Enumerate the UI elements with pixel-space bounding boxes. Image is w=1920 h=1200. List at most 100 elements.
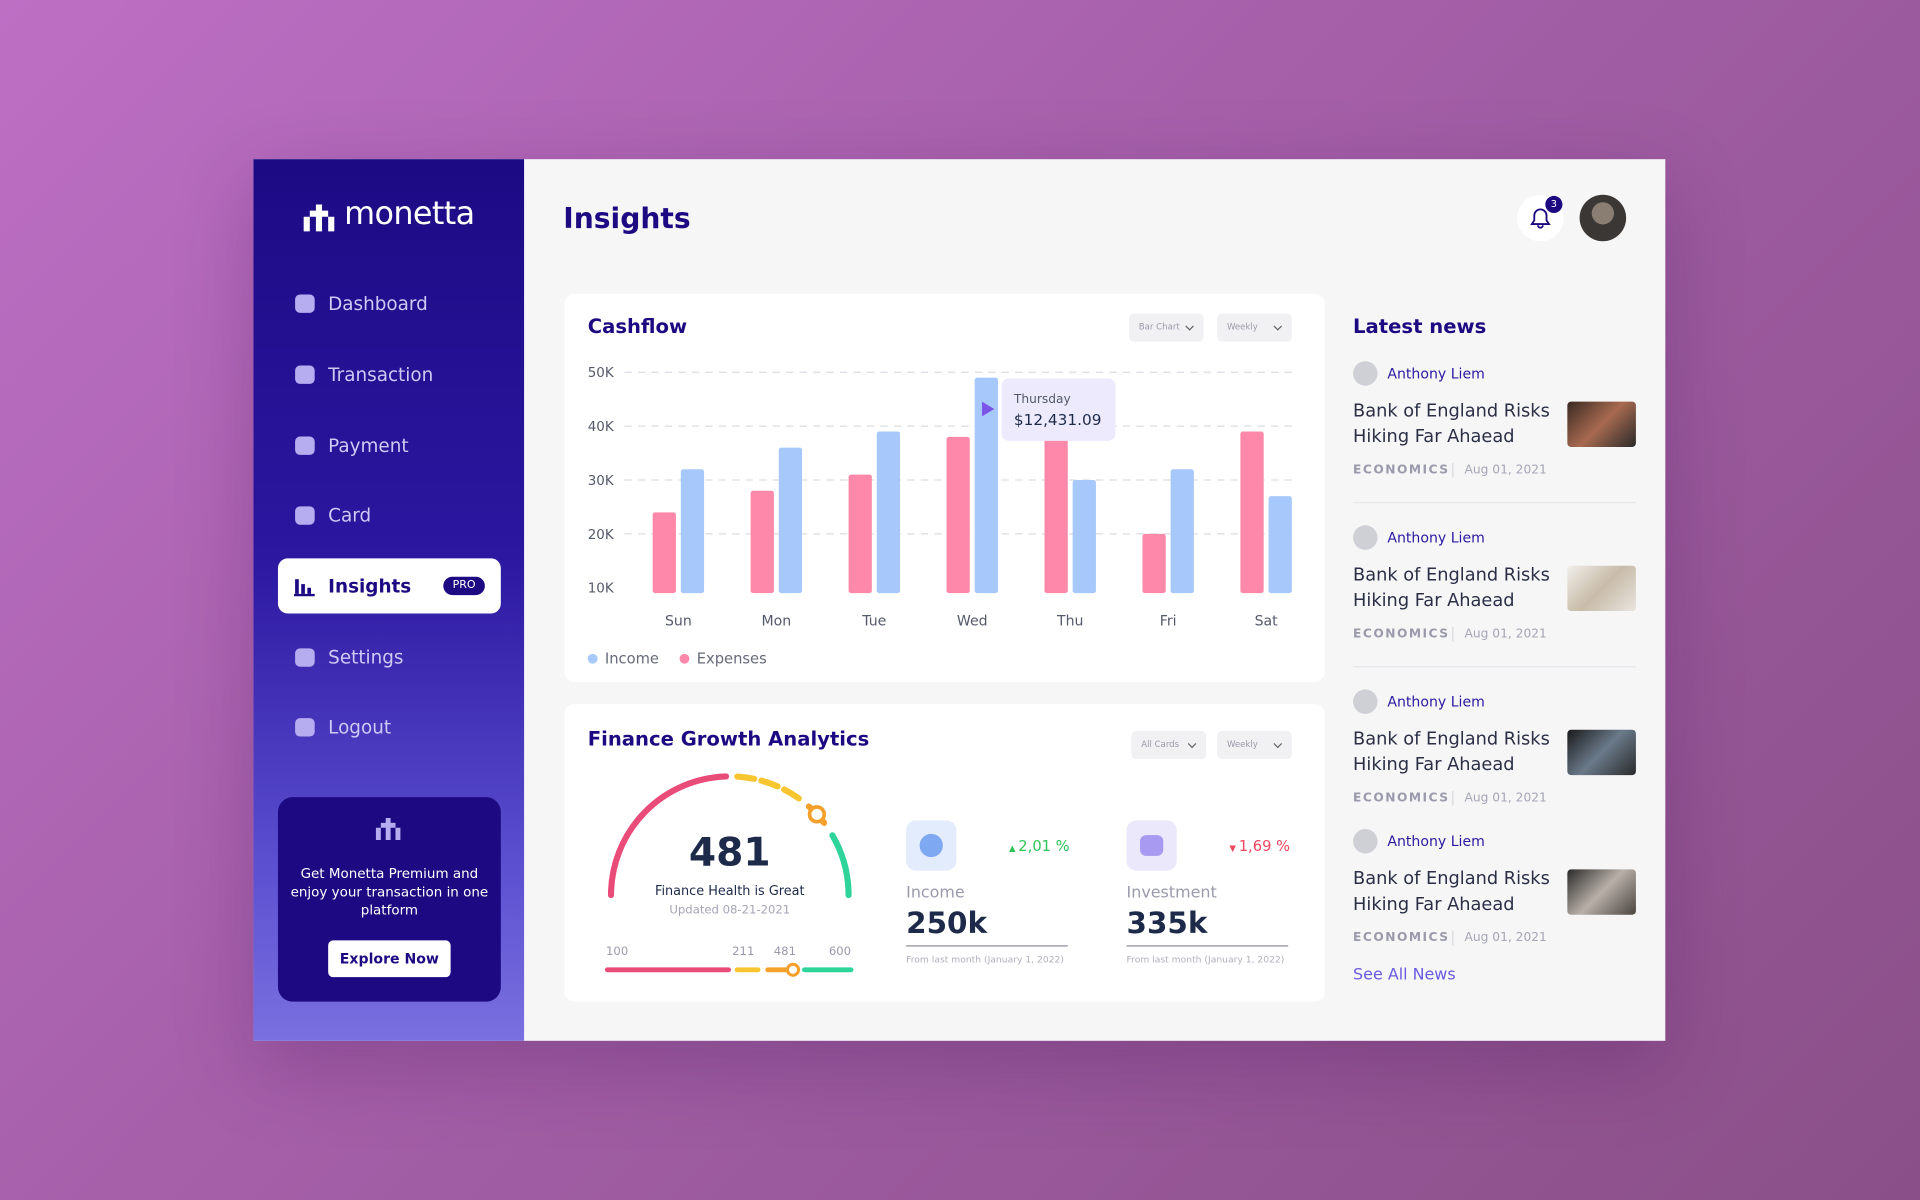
divider <box>1452 626 1454 642</box>
scale-label: 211 <box>732 944 754 958</box>
author-avatar <box>1353 525 1378 550</box>
nav-item[interactable]: Payment <box>328 434 409 457</box>
gauge-value: 481 <box>689 831 771 876</box>
legend-label: Expenses <box>697 651 767 668</box>
legend-swatch <box>679 653 690 664</box>
thumbnail <box>1567 401 1636 447</box>
headline: Bank of England Risks Hiking Far Ahaead <box>1353 401 1550 447</box>
bell-icon <box>1530 208 1551 229</box>
nav-icon <box>295 294 315 313</box>
dropdown[interactable]: All Cards <box>1131 731 1207 760</box>
x-tick-label: Thu <box>1056 614 1083 630</box>
bar <box>974 377 998 594</box>
news-title: Latest news <box>1353 314 1487 338</box>
separator <box>1353 666 1636 668</box>
change-up: ▲ 2,01 % <box>1009 838 1070 855</box>
category: ECONOMICS <box>1353 463 1450 477</box>
arrow: ▲ <box>1008 843 1019 854</box>
tooltip <box>1001 378 1116 441</box>
bar <box>1170 469 1194 594</box>
dropdown[interactable]: Weekly <box>1217 731 1292 760</box>
legend-swatch <box>587 653 598 664</box>
bar <box>876 431 901 594</box>
nav-item[interactable]: Insights <box>328 575 412 598</box>
author-avatar <box>1353 361 1378 386</box>
gauge-arc <box>734 773 804 803</box>
nav-icon <box>295 718 315 737</box>
see-all[interactable]: See All News <box>1353 966 1456 985</box>
legend-label: Income <box>605 651 659 668</box>
bar <box>848 474 872 594</box>
logo-icon <box>303 204 335 232</box>
nav-item[interactable]: Card <box>328 504 372 527</box>
nav-icon <box>293 579 315 597</box>
author: Anthony Liem <box>1387 832 1485 850</box>
bar <box>750 490 774 594</box>
scale-knob <box>785 962 801 977</box>
author: Anthony Liem <box>1387 364 1485 383</box>
bar <box>680 469 705 594</box>
nav-item[interactable]: Logout <box>328 716 392 739</box>
gauge-knob <box>807 805 827 824</box>
bar <box>1240 431 1264 594</box>
headline: Bank of England Risks Hiking Far Ahaead <box>1353 869 1550 915</box>
cursor <box>982 401 995 417</box>
scale-label: 600 <box>829 944 851 958</box>
nav-icon <box>295 506 315 525</box>
scale-label: 100 <box>606 944 628 958</box>
headline: Bank of England Risks Hiking Far Ahaead <box>1353 729 1550 776</box>
stat-value: 250k <box>906 906 988 941</box>
scale-label: 481 <box>774 944 796 958</box>
dropdown[interactable]: Bar Chart <box>1128 313 1204 342</box>
y-tick-label: 50K <box>588 366 615 381</box>
change: 1,69 % <box>1238 837 1291 855</box>
badge: PRO <box>443 576 485 596</box>
brand: monetta <box>344 195 475 233</box>
thumbnail <box>1567 729 1636 776</box>
tooltip-title: Thursday <box>1013 392 1071 406</box>
investment-icon <box>1126 820 1177 871</box>
stat-label: Investment <box>1126 884 1217 903</box>
underline <box>1126 945 1289 947</box>
gauge-updated: Updated 08-21-2021 <box>669 902 790 916</box>
separator <box>1353 502 1636 504</box>
nav-item[interactable]: Settings <box>328 646 404 669</box>
arrow: ▼ <box>1229 843 1239 854</box>
author: Anthony Liem <box>1387 528 1485 547</box>
nav-icon <box>295 365 315 384</box>
stat-note: From last month (January 1, 2022) <box>1126 953 1285 965</box>
divider <box>1452 930 1454 946</box>
bar <box>946 436 970 594</box>
category: ECONOMICS <box>1353 627 1450 642</box>
promo-button[interactable]: Explore Now <box>328 940 451 978</box>
bar <box>1268 496 1292 594</box>
date: Aug 01, 2021 <box>1464 627 1547 642</box>
x-tick-label: Mon <box>761 614 791 630</box>
author-avatar <box>1353 689 1378 714</box>
author: Anthony Liem <box>1387 693 1485 711</box>
category: ECONOMICS <box>1353 791 1450 806</box>
date: Aug 01, 2021 <box>1464 463 1547 477</box>
nav-item[interactable]: Dashboard <box>328 292 428 315</box>
change-down: ▼ 1,69 % <box>1229 838 1290 855</box>
bar <box>1044 436 1068 594</box>
divider <box>1452 462 1454 478</box>
promo-text: Get Monetta Premium and enjoy your trans… <box>290 865 489 919</box>
nav-icon <box>295 436 315 455</box>
thumbnail <box>1567 565 1636 612</box>
bar <box>1072 480 1096 594</box>
nav-item[interactable]: Transaction <box>328 363 434 386</box>
promo-icon <box>375 817 401 841</box>
y-tick-label: 30K <box>588 474 615 489</box>
x-tick-label: Wed <box>957 614 988 630</box>
change: 2,01 % <box>1018 837 1070 855</box>
income-icon <box>906 820 957 871</box>
dropdown[interactable]: Weekly <box>1217 313 1292 342</box>
gauge-arc <box>829 832 852 899</box>
x-tick-label: Sun <box>665 614 692 630</box>
nav-icon <box>295 648 315 667</box>
stat-value: 335k <box>1126 906 1208 941</box>
avatar[interactable] <box>1579 194 1627 242</box>
